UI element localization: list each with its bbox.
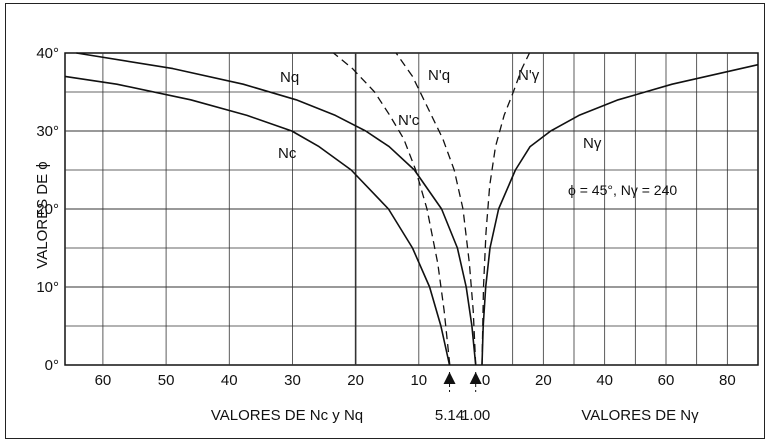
x-axis-label-left: VALORES DE Nc y Nq [211,407,363,424]
x-tick-label-right: 60 [658,372,675,389]
curve-nc-prime [333,52,451,366]
label-nq-prime: N'q [428,67,450,84]
x-tick-label-left: 10 [410,372,427,389]
x-tick-label-left: 30 [284,372,301,389]
x-axis-label-right: VALORES DE Nγ [581,407,699,424]
x-tick-label-left: 60 [95,372,112,389]
y-tick-label: 0° [45,357,59,374]
x-tick-label-right: 80 [719,372,736,389]
curve-nq [76,52,477,366]
curve-n-prime [481,52,531,366]
label-nc-prime: N'c [398,112,420,129]
label-nc: Nc [278,145,297,162]
marker-label: 1.00 [461,407,490,424]
y-tick-label: 40° [36,45,59,62]
curve-n [481,63,759,366]
curve-nc [64,75,451,366]
x-tick-label-left: 50 [158,372,175,389]
grid [64,52,759,366]
y-tick-label: 10° [36,279,59,296]
curve-nq-prime [395,52,477,366]
marker-label: 5.14 [435,407,464,424]
y-tick-label: 20° [36,201,59,218]
x-tick-label-left: 40 [221,372,238,389]
x-tick-label-right: 20 [535,372,552,389]
annotation-phi-45: ϕ = 45°, Nγ = 240 [568,182,677,198]
chart-frame [5,3,765,439]
x-tick-label-left: 20 [347,372,364,389]
x-tick-label-right: 40 [596,372,613,389]
x-tick-label-left: 0 [482,372,490,389]
label-ngamma-prime: N'γ [518,67,540,84]
marker-arrow [443,372,456,384]
curves [64,52,759,366]
label-ngamma: Nγ [583,135,602,152]
marker-arrow [469,372,482,384]
y-tick-label: 30° [36,123,59,140]
ticks: 0° 10° 20° 30° 40° 60 50 40 30 20 10 0 20 40 60 80 [36,45,735,389]
y-axis-label: VALORES DE ϕ [34,161,51,268]
label-nq: Nq [280,69,299,86]
markers: 5.141.00 [435,372,490,424]
